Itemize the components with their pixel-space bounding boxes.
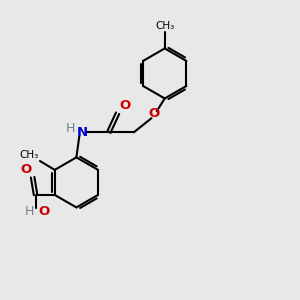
Text: O: O [149,107,160,120]
Text: CH₃: CH₃ [19,150,38,160]
Text: H: H [65,122,75,135]
Text: O: O [119,99,130,112]
Text: H: H [25,205,34,218]
Text: O: O [20,163,31,176]
Text: O: O [38,205,49,218]
Text: N: N [77,126,88,139]
Text: CH₃: CH₃ [155,21,174,31]
